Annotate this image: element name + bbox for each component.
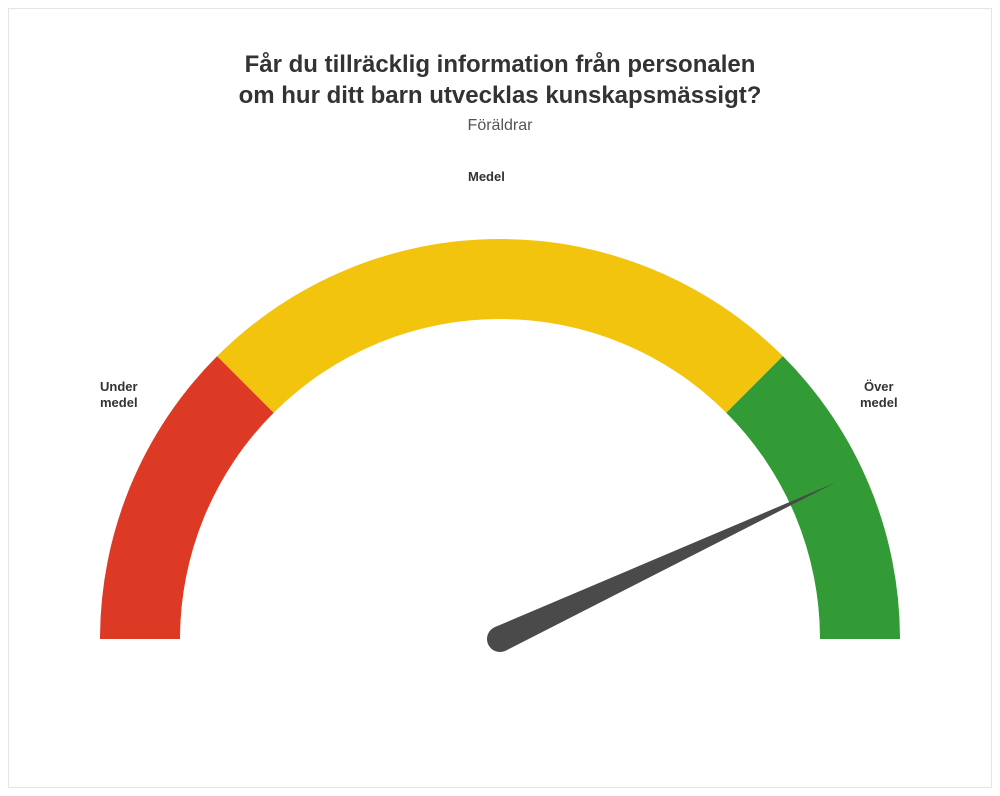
chart-title: Får du tillräcklig information från pers… xyxy=(9,49,991,111)
gauge-needle xyxy=(495,483,836,651)
gauge-label-over: Över medel xyxy=(860,379,898,412)
chart-subtitle: Föräldrar xyxy=(9,117,991,135)
title-line-1: Får du tillräcklig information från pers… xyxy=(245,51,756,78)
chart-frame: Får du tillräcklig information från pers… xyxy=(8,8,992,788)
gauge-svg xyxy=(60,169,940,669)
gauge-label-medel: Medel xyxy=(468,169,505,185)
gauge-label-under: Under medel xyxy=(100,379,138,412)
title-line-2: om hur ditt barn utvecklas kunskapsmässi… xyxy=(239,82,762,109)
title-block: Får du tillräcklig information från pers… xyxy=(9,49,991,135)
gauge-segment xyxy=(217,239,783,413)
gauge-chart: Under medel Medel Över medel xyxy=(60,169,940,669)
gauge-needle-hub xyxy=(487,626,513,652)
